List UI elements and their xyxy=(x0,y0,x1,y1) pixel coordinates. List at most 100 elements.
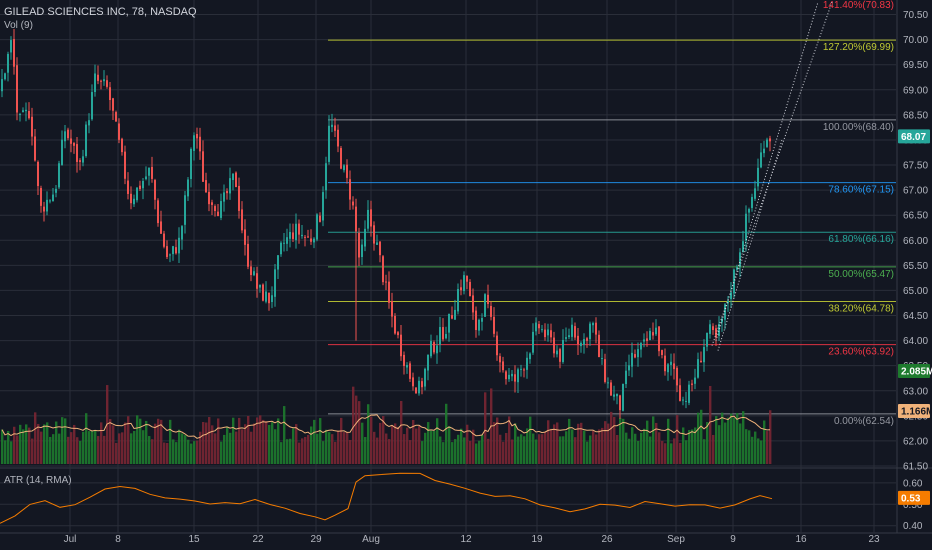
candle-body xyxy=(517,369,519,383)
candle-body xyxy=(505,371,507,380)
candle-body xyxy=(10,40,12,53)
candle-body xyxy=(385,281,387,283)
candle-body xyxy=(232,173,234,181)
volume-indicator-label[interactable]: Vol (9) xyxy=(4,20,33,31)
volume-bar xyxy=(583,430,586,464)
candle-body xyxy=(307,236,309,238)
volume-bar xyxy=(157,418,160,464)
volume-bar xyxy=(568,418,571,464)
candle-body xyxy=(511,373,513,377)
volume-bar xyxy=(286,439,289,464)
candle-body xyxy=(373,225,375,244)
volume-bar xyxy=(295,424,298,464)
volume-bar xyxy=(346,432,349,464)
candle-body xyxy=(616,393,618,397)
candle-body xyxy=(343,165,345,171)
candle-body xyxy=(574,326,576,338)
volume-bar xyxy=(667,418,670,464)
volume-bar xyxy=(652,416,655,464)
candle-body xyxy=(112,98,114,111)
candle-body xyxy=(400,334,402,357)
candle-body xyxy=(322,192,324,221)
candle-body xyxy=(742,241,744,253)
candle-body xyxy=(91,92,93,120)
price-tick-label: 70.00 xyxy=(903,35,928,46)
candle-body xyxy=(130,193,132,204)
volume-bar xyxy=(571,429,574,464)
volume-bar xyxy=(616,434,619,464)
price-tick-label: 64.50 xyxy=(903,311,928,322)
volume-bar xyxy=(502,441,505,464)
volume-bar xyxy=(127,416,130,464)
volume-bar xyxy=(124,422,127,464)
candle-body xyxy=(13,39,15,67)
candle-body xyxy=(94,73,96,93)
volume-bar xyxy=(736,413,739,464)
candle-body xyxy=(31,116,33,137)
candle-body xyxy=(253,271,255,276)
volume-bar xyxy=(214,433,217,464)
candle-body xyxy=(187,179,189,197)
volume-bar xyxy=(139,418,142,464)
candle-body xyxy=(337,129,339,147)
candle-body xyxy=(526,357,528,370)
volume-bar xyxy=(628,438,631,464)
volume-bar xyxy=(403,434,406,464)
candle-body xyxy=(4,73,6,80)
candle-body xyxy=(745,213,747,241)
atr-indicator-label[interactable]: ATR (14, RMA) xyxy=(4,475,72,486)
atr-tick-label: 0.40 xyxy=(903,521,923,532)
candle-body xyxy=(430,340,432,357)
candle-body xyxy=(310,238,312,242)
candle-body xyxy=(508,374,510,380)
volume-bar xyxy=(604,421,607,464)
volume-bar xyxy=(508,416,511,464)
candle-body xyxy=(334,125,336,131)
volume-bar xyxy=(331,434,334,464)
volume-bar xyxy=(580,422,583,464)
volume-bar xyxy=(190,443,193,464)
candle-body xyxy=(583,339,585,345)
volume-bar xyxy=(478,440,481,464)
volume-bar xyxy=(706,422,709,464)
candle-body xyxy=(34,136,36,161)
volume-bar xyxy=(661,440,664,464)
volume-bar xyxy=(277,418,280,464)
volume-bar xyxy=(7,430,10,464)
candle-body xyxy=(181,226,183,240)
volume-bar xyxy=(697,412,700,464)
volume-bar xyxy=(541,434,544,464)
candle-body xyxy=(514,374,516,382)
candle-body xyxy=(172,246,174,255)
volume-bar xyxy=(565,431,568,464)
candle-body xyxy=(133,198,135,205)
volume-bar xyxy=(1,429,4,464)
candle-body xyxy=(67,129,69,139)
candle-body xyxy=(121,138,123,153)
volume-bar xyxy=(526,428,529,464)
candle-body xyxy=(691,383,693,385)
candle-body xyxy=(748,209,750,213)
candle-body xyxy=(589,323,591,340)
volume-bar xyxy=(82,431,85,464)
candle-body xyxy=(475,310,477,331)
volume-bar xyxy=(337,430,340,464)
volume-bar xyxy=(115,442,118,464)
candle-body xyxy=(262,284,264,301)
volume-bar xyxy=(130,433,133,464)
atr-last-badge: 0.53 xyxy=(901,493,921,504)
candle-body xyxy=(403,354,405,367)
volume-bar xyxy=(43,424,46,464)
candle-body xyxy=(388,281,390,303)
candle-body xyxy=(52,194,54,202)
volume-bar xyxy=(316,433,319,464)
candle-body xyxy=(70,138,72,144)
volume-bar xyxy=(211,425,214,464)
fib-level-label: 78.60%(67.15) xyxy=(828,185,894,196)
candle-body xyxy=(217,211,219,217)
time-tick-label: 29 xyxy=(310,534,322,545)
candle-body xyxy=(727,300,729,304)
candle-body xyxy=(736,267,738,270)
volume-bar xyxy=(766,431,769,464)
